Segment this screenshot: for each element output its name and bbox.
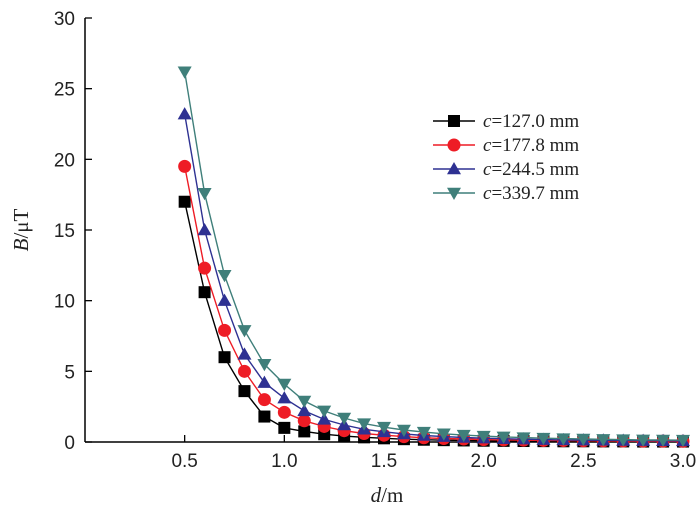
data-point (237, 364, 251, 378)
x-tick-label: 1.5 (371, 451, 397, 472)
x-axis-title: d/m (371, 483, 404, 507)
y-tick-label: 5 (64, 362, 75, 383)
data-point (218, 351, 231, 364)
data-point (257, 359, 272, 372)
data-point (297, 414, 311, 428)
legend-marker (447, 162, 461, 175)
data-point (257, 375, 272, 388)
series-0 (178, 195, 689, 448)
legend-label-var: c (483, 135, 492, 156)
legend-marker (447, 187, 461, 200)
data-point (636, 434, 651, 447)
legend-label: c=339.7 mm (483, 183, 579, 204)
legend-label-rest: =244.5 mm (491, 159, 579, 180)
data-point (596, 434, 611, 447)
legend-label-rest: =339.7 mm (491, 183, 579, 204)
series-line (184, 201, 683, 443)
data-point (218, 323, 232, 337)
legend-label-var: c (483, 111, 492, 132)
data-point (297, 395, 312, 409)
y-tick-label: 10 (54, 292, 75, 313)
series-3 (177, 66, 690, 448)
data-point (237, 347, 252, 360)
data-point (576, 433, 591, 447)
legend-marker (448, 115, 460, 127)
data-point (298, 425, 311, 438)
legend-label-var: c (483, 183, 492, 204)
legend: c=127.0 mmc=177.8 mmc=244.5 mmc=339.7 mm (433, 111, 579, 204)
data-point (337, 412, 352, 425)
data-point (177, 66, 192, 79)
y-tick-label: 20 (54, 150, 75, 171)
data-point (198, 286, 211, 299)
data-point (676, 434, 690, 448)
y-tick-label: 25 (54, 80, 75, 101)
series-2 (177, 107, 690, 447)
y-axis-title: B/μT (9, 208, 33, 251)
x-axis-title-unit: /m (381, 483, 403, 507)
y-axis-title-var: B (9, 238, 33, 251)
legend-label: c=244.5 mm (483, 159, 579, 180)
data-point (198, 261, 212, 275)
data-point (436, 428, 451, 441)
data-point (297, 403, 312, 417)
data-point (238, 385, 251, 398)
x-axis-title-var: d (371, 483, 382, 507)
legend-label-var: c (483, 159, 492, 180)
data-point (178, 195, 191, 208)
data-point (217, 293, 232, 306)
data-point (277, 378, 292, 392)
data-point (656, 434, 671, 448)
legend-label: c=177.8 mm (483, 135, 579, 156)
legend-marker (447, 138, 461, 152)
legend-label-rest: =177.8 mm (491, 135, 579, 156)
data-point (277, 391, 292, 404)
data-point (496, 431, 511, 444)
x-tick-label: 0.5 (171, 451, 197, 472)
y-tick-label: 15 (54, 221, 75, 242)
legend-item: c=339.7 mm (433, 183, 579, 204)
data-point (616, 434, 631, 447)
data-point (177, 107, 192, 120)
data-point (377, 421, 391, 435)
data-point (197, 188, 212, 201)
data-point (278, 421, 291, 434)
data-point (357, 418, 372, 431)
y-tick-label: 0 (64, 433, 75, 454)
data-point (317, 412, 332, 425)
data-point (456, 429, 471, 443)
legend-item: c=177.8 mm (433, 135, 579, 156)
legend-label-rest: =127.0 mm (491, 111, 579, 132)
x-tick-label: 2.5 (570, 451, 596, 472)
y-tick-label: 30 (54, 9, 75, 30)
data-point (317, 405, 332, 418)
x-tick-label: 2.0 (470, 451, 496, 472)
data-point (416, 426, 431, 440)
data-point (178, 159, 192, 173)
x-tick-label: 3.0 (670, 451, 696, 472)
data-point (217, 269, 232, 283)
legend-item: c=244.5 mm (433, 159, 579, 180)
series-layer (177, 66, 690, 448)
data-point (258, 410, 271, 423)
y-axis-title-unit: /μT (9, 208, 33, 238)
data-point (257, 393, 271, 407)
legend-label: c=127.0 mm (483, 111, 579, 132)
x-tick-label: 1.0 (271, 451, 297, 472)
data-point (556, 433, 571, 446)
data-point (516, 432, 531, 445)
data-point (197, 223, 212, 236)
data-point (237, 325, 252, 338)
axes: 0 5 10 15 20 25 30 0.5 1.0 1.5 2.0 2.5 3.0 d/m B/μT (9, 9, 696, 507)
data-point (476, 430, 491, 444)
legend-item: c=127.0 mm (433, 111, 579, 132)
data-point (536, 432, 551, 446)
data-point (277, 405, 291, 419)
data-point (396, 424, 411, 437)
